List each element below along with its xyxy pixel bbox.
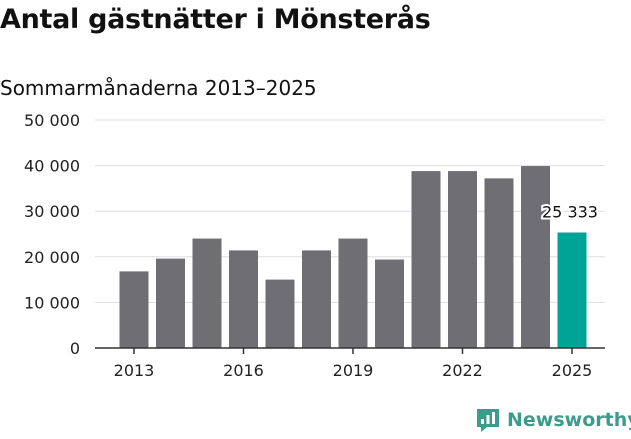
y-tick-label: 40 000 <box>24 157 80 176</box>
bar-2019 <box>338 238 368 348</box>
newsworthy-logo-icon <box>477 409 499 432</box>
x-tick-label: 2019 <box>333 361 374 380</box>
bar-2016 <box>229 250 258 348</box>
newsworthy-brand: Newsworthy <box>475 407 631 433</box>
x-tick-label: 2013 <box>114 361 155 380</box>
bar-2025 <box>557 232 587 348</box>
y-tick-label: 20 000 <box>24 248 80 267</box>
bar-2021 <box>411 171 441 348</box>
bar-2024 <box>521 166 550 348</box>
brand-name: Newsworthy <box>507 409 631 431</box>
bar-2017 <box>265 279 295 348</box>
bar-2014 <box>156 258 185 348</box>
data-label-highlight: 25 333 <box>542 202 598 221</box>
bar-2018 <box>302 250 331 348</box>
bar-2022 <box>448 171 477 348</box>
bar-2015 <box>192 238 222 348</box>
x-tick-label: 2022 <box>442 361 483 380</box>
y-tick-label: 50 000 <box>24 111 80 130</box>
chart-title: Antal gästnätter i Mönsterås <box>0 4 431 35</box>
x-tick-label: 2025 <box>552 361 593 380</box>
bar-2013 <box>119 271 149 348</box>
y-tick-label: 10 000 <box>24 293 80 312</box>
chart-subtitle: Sommarmånaderna 2013–2025 <box>0 76 317 100</box>
bar-2023 <box>484 178 514 348</box>
y-tick-label: 0 <box>70 339 80 358</box>
x-tick-label: 2016 <box>223 361 264 380</box>
bar-2020 <box>375 259 404 348</box>
y-tick-label: 30 000 <box>24 202 80 221</box>
